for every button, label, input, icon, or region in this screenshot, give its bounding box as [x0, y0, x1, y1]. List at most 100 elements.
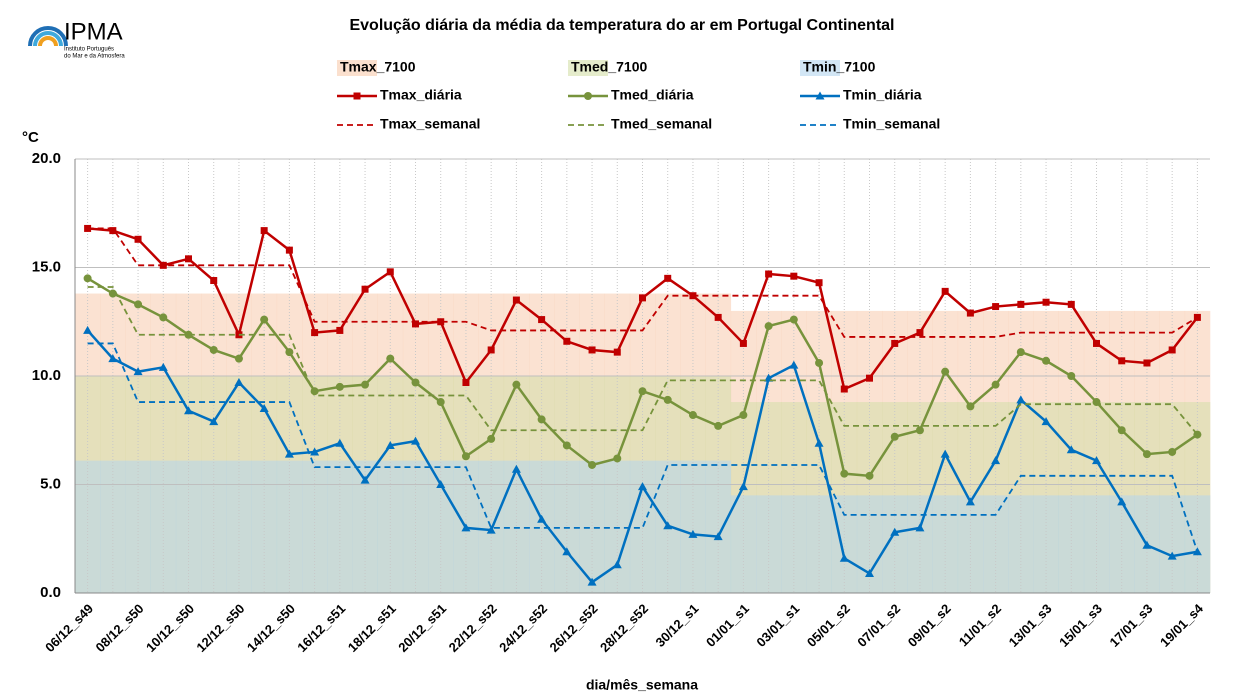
legend-label: Tmax_diária: [380, 87, 462, 103]
marker: [588, 346, 596, 354]
x-tick-label: 07/01_s2: [854, 601, 903, 650]
marker: [865, 568, 874, 577]
marker: [965, 497, 975, 506]
normal-band: [856, 495, 883, 593]
legend-item: Tmax_semanal: [337, 116, 480, 132]
x-tick-label: 15/01_s3: [1056, 601, 1105, 650]
marker: [336, 326, 344, 334]
normal-band: [932, 495, 959, 593]
logo-arc: [28, 26, 68, 47]
legend-item: Tmin_semanal: [800, 116, 940, 132]
x-tick-label: 11/01_s2: [956, 601, 1004, 649]
marker: [588, 460, 597, 469]
x-tick-label: 16/12_s51: [294, 601, 348, 655]
marker: [765, 270, 773, 278]
marker: [992, 303, 1000, 311]
marker: [663, 395, 672, 404]
marker: [991, 380, 1000, 389]
legend-item: Tmin_diária: [800, 87, 922, 103]
marker: [714, 313, 722, 321]
legend-item: Tmin_7100: [800, 59, 876, 76]
x-tick-label: 09/01_s2: [905, 601, 954, 650]
marker: [487, 434, 496, 443]
x-tick-label: 24/12_s52: [496, 601, 550, 655]
marker: [789, 360, 799, 369]
marker: [1042, 356, 1051, 365]
marker: [1016, 395, 1026, 404]
marker: [739, 339, 747, 347]
marker: [310, 447, 320, 456]
marker: [991, 456, 1001, 465]
x-tick-label: 03/01_s1: [753, 601, 802, 650]
marker: [461, 452, 470, 461]
marker: [941, 287, 949, 295]
marker: [386, 354, 395, 363]
marker: [814, 438, 824, 447]
marker: [109, 227, 117, 235]
marker: [1017, 300, 1025, 308]
x-tick-label: 30/12_s1: [653, 601, 702, 650]
weekly-line: [87, 286, 1199, 436]
normal-band: [1058, 495, 1085, 593]
marker: [587, 577, 597, 586]
marker: [664, 274, 672, 282]
marker: [966, 402, 975, 411]
marker: [462, 379, 470, 387]
marker: [234, 378, 244, 387]
marker: [335, 382, 344, 391]
marker: [436, 398, 445, 407]
marker: [739, 411, 748, 420]
marker: [738, 482, 748, 491]
marker: [260, 315, 269, 324]
marker: [840, 469, 849, 478]
x-tick-label: 22/12_s52: [446, 601, 500, 655]
x-tick-label: 05/01_s2: [804, 601, 853, 650]
x-tick-label: 10/12_s50: [143, 601, 197, 655]
marker: [234, 354, 243, 363]
logo-arc: [33, 31, 63, 47]
marker: [487, 346, 495, 354]
marker: [562, 547, 572, 556]
normal-band: [1109, 495, 1135, 593]
legend-item: Tmed_7100: [568, 59, 647, 76]
marker: [840, 385, 848, 393]
x-tick-label: 01/01_s1: [703, 601, 752, 650]
y-tick-label: 5.0: [40, 475, 61, 492]
marker: [361, 285, 369, 293]
weekly-line: [87, 342, 1199, 553]
marker: [612, 560, 622, 569]
marker: [360, 475, 370, 484]
marker: [361, 380, 370, 389]
marker: [865, 471, 874, 480]
marker: [537, 415, 546, 424]
marker: [259, 404, 269, 413]
normal-band: [1008, 495, 1034, 593]
marker: [1167, 551, 1177, 560]
marker: [1117, 497, 1127, 506]
marker: [891, 339, 899, 347]
marker: [915, 523, 925, 532]
legend-item: Tmed_diária: [568, 87, 694, 103]
marker: [866, 374, 873, 382]
marker: [713, 532, 723, 541]
marker: [512, 296, 520, 304]
marker: [688, 411, 697, 420]
marker: [613, 454, 622, 463]
legend-label: Tmin_semanal: [843, 116, 940, 132]
marker: [1142, 450, 1151, 459]
y-tick-label: 15.0: [32, 258, 61, 275]
marker: [537, 514, 547, 523]
normal-band: [907, 495, 933, 593]
marker: [1168, 346, 1176, 354]
marker: [1041, 417, 1051, 426]
normal-band: [1083, 495, 1110, 593]
legend-marker: [584, 92, 592, 100]
logo: IPMA Instituto Português do Mar e da Atm…: [28, 18, 125, 60]
x-tick-label: 26/12_s52: [547, 601, 601, 655]
legend-marker: [353, 92, 361, 100]
legend-label: Tmed_semanal: [611, 116, 712, 132]
marker: [538, 316, 546, 324]
marker: [184, 330, 193, 339]
marker: [209, 417, 219, 426]
legend-item: Tmax_diária: [337, 87, 462, 103]
